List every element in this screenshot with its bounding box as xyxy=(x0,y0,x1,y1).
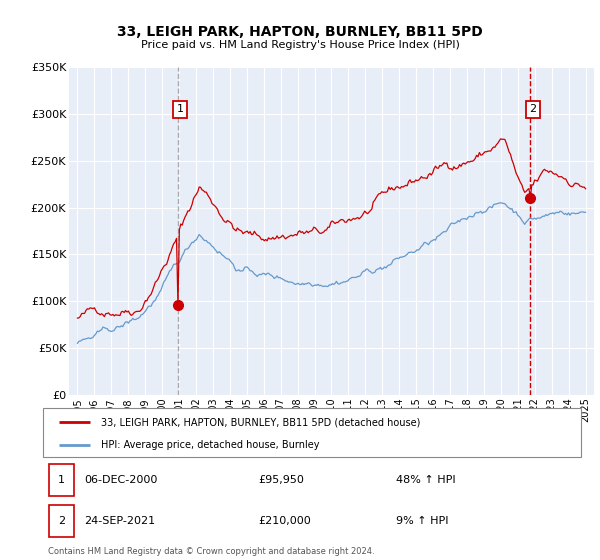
Text: £95,950: £95,950 xyxy=(258,475,304,485)
FancyBboxPatch shape xyxy=(49,505,74,537)
Text: 2: 2 xyxy=(58,516,65,526)
Text: Price paid vs. HM Land Registry's House Price Index (HPI): Price paid vs. HM Land Registry's House … xyxy=(140,40,460,50)
FancyBboxPatch shape xyxy=(43,408,581,457)
Text: HPI: Average price, detached house, Burnley: HPI: Average price, detached house, Burn… xyxy=(101,440,319,450)
Text: £210,000: £210,000 xyxy=(258,516,311,526)
Text: 2: 2 xyxy=(529,104,536,114)
FancyBboxPatch shape xyxy=(49,464,74,496)
Text: 1: 1 xyxy=(177,104,184,114)
Text: 24-SEP-2021: 24-SEP-2021 xyxy=(84,516,155,526)
Text: 48% ↑ HPI: 48% ↑ HPI xyxy=(396,475,455,485)
Text: 33, LEIGH PARK, HAPTON, BURNLEY, BB11 5PD (detached house): 33, LEIGH PARK, HAPTON, BURNLEY, BB11 5P… xyxy=(101,417,420,427)
Text: 1: 1 xyxy=(58,475,65,485)
Text: 33, LEIGH PARK, HAPTON, BURNLEY, BB11 5PD: 33, LEIGH PARK, HAPTON, BURNLEY, BB11 5P… xyxy=(117,25,483,39)
Text: 9% ↑ HPI: 9% ↑ HPI xyxy=(396,516,448,526)
Text: Contains HM Land Registry data © Crown copyright and database right 2024.: Contains HM Land Registry data © Crown c… xyxy=(48,547,374,556)
Text: 06-DEC-2000: 06-DEC-2000 xyxy=(84,475,157,485)
